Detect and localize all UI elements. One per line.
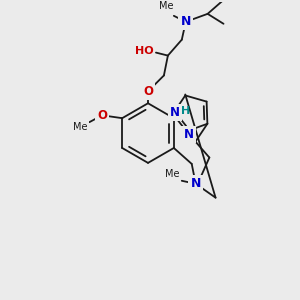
Text: O: O (97, 109, 107, 122)
Text: N: N (184, 128, 194, 141)
Text: N: N (170, 106, 180, 119)
Text: N: N (181, 15, 191, 28)
Text: N: N (190, 177, 201, 190)
Text: Me: Me (165, 169, 179, 179)
Text: HO: HO (135, 46, 153, 56)
Text: O: O (143, 85, 153, 98)
Text: Me: Me (159, 1, 173, 11)
Text: H: H (181, 106, 190, 116)
Text: Me: Me (73, 122, 88, 132)
